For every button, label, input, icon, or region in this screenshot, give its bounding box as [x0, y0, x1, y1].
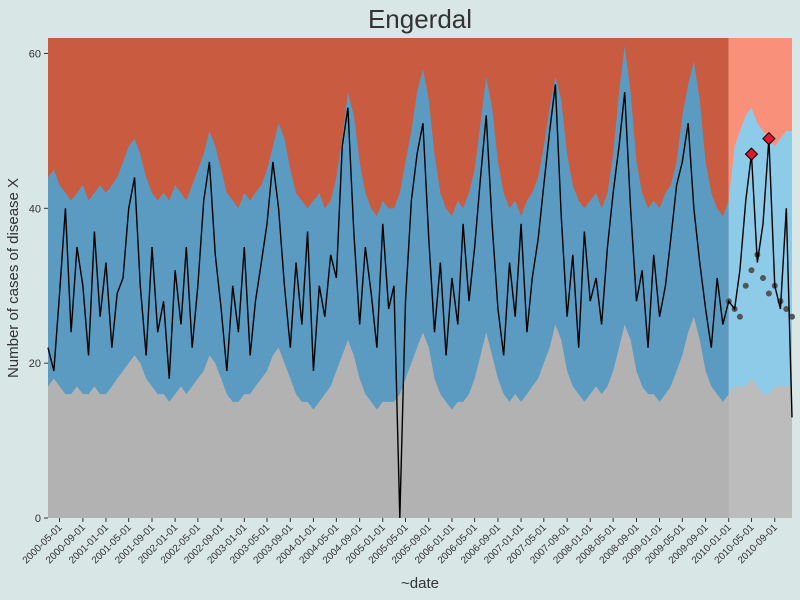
y-tick-label: 60	[29, 48, 41, 60]
y-axis-label: Number of cases of disease X	[5, 178, 22, 378]
lower-band-forecast	[728, 378, 792, 518]
forecast-point	[783, 305, 790, 312]
observed-line	[47, 84, 793, 519]
alarm-marker	[762, 131, 776, 146]
lower-band	[48, 316, 729, 518]
forecast-point	[748, 267, 755, 274]
y-tick-label: 20	[29, 358, 41, 370]
forecast-point	[765, 290, 772, 297]
forecast-point	[736, 313, 743, 320]
y-tick-label: 0	[35, 513, 41, 525]
forecast-point	[760, 275, 767, 281]
chart-title: Engerdal	[368, 4, 472, 34]
forecast-point	[742, 282, 749, 289]
forecast-point	[789, 313, 795, 320]
y-tick-label: 40	[29, 203, 41, 215]
x-axis-label: ~date	[401, 575, 439, 592]
alarm-marker	[744, 147, 759, 161]
